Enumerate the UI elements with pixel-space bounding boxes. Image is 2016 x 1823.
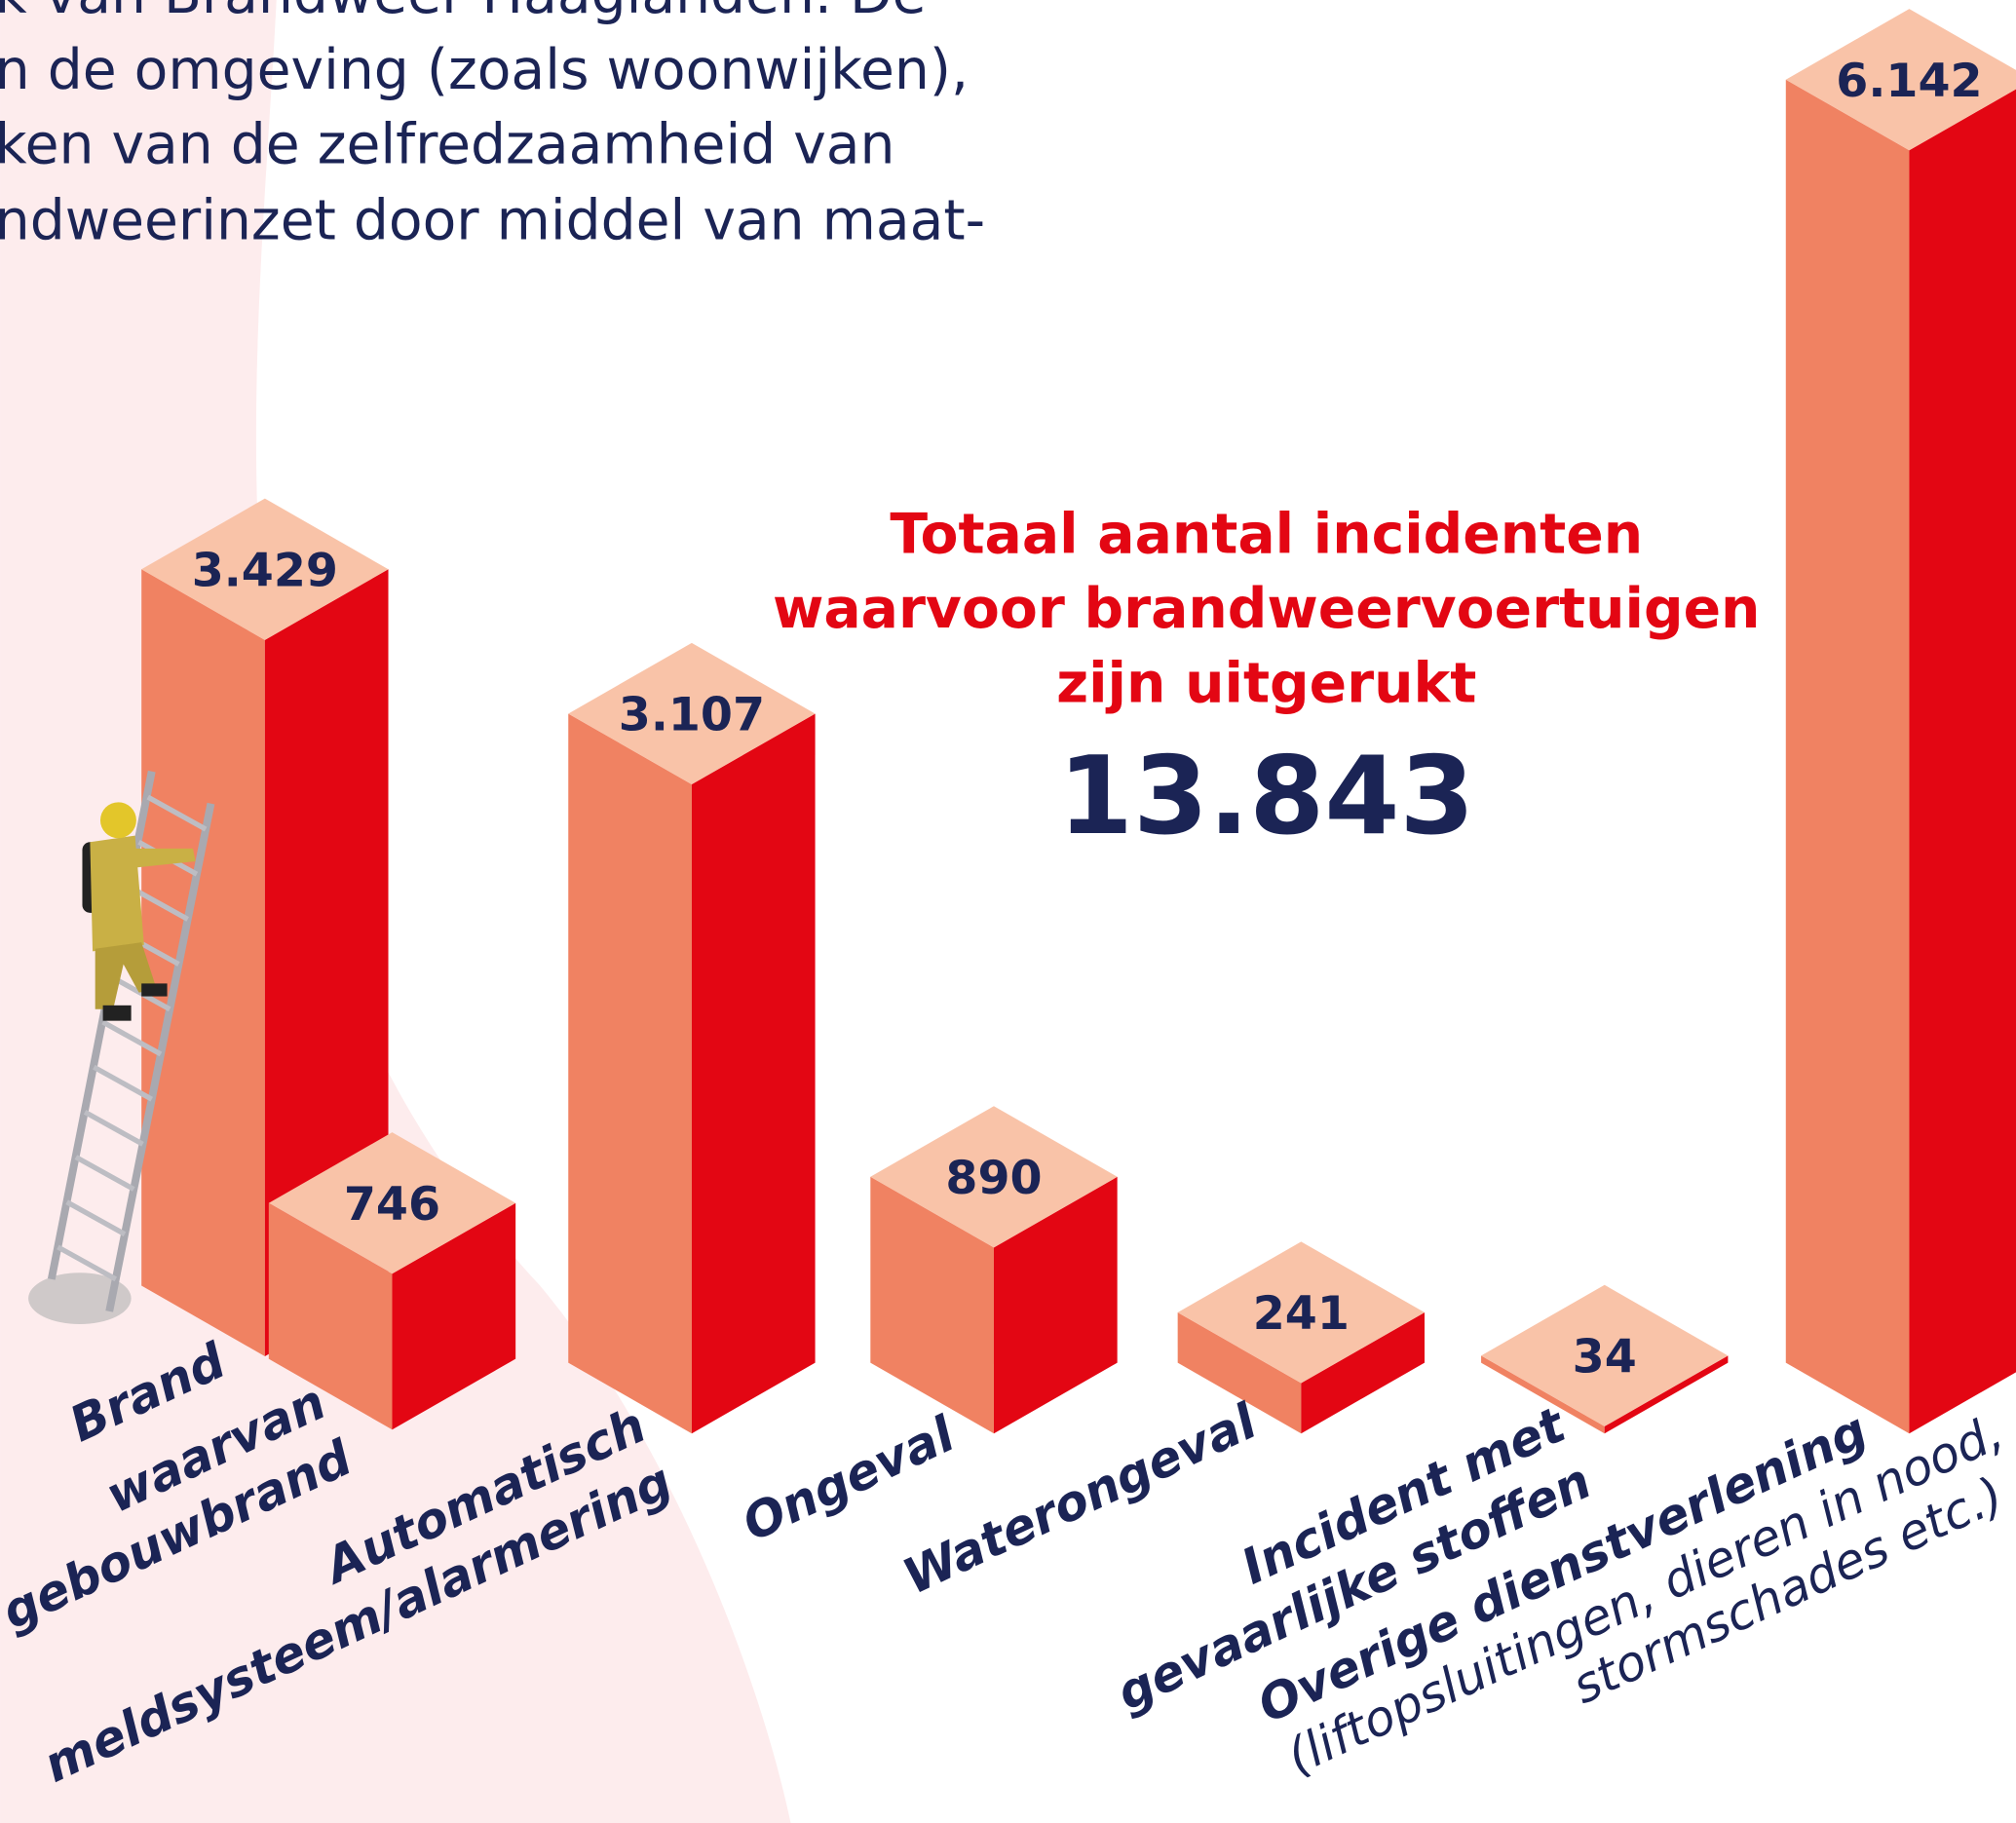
bar-right-face	[692, 713, 816, 1433]
intro-text: k van Brandweer Haaglanden. De n de omge…	[0, 0, 985, 252]
value-label: 6.142	[1836, 55, 1982, 108]
value-label: 3.107	[619, 689, 765, 742]
infographic: k van Brandweer Haaglanden. De n de omge…	[0, 0, 2016, 1823]
bar: 6.142	[1786, 9, 2016, 1433]
total: 13.843	[1058, 734, 1475, 859]
title-line: waarvoor brandweervoertuigen	[773, 577, 1760, 641]
category-label: Waterongeval	[894, 1391, 1266, 1606]
intro-line: ken van de zelfredzaamheid van	[0, 113, 894, 177]
value-label: 3.429	[192, 544, 338, 597]
bar: 890	[870, 1106, 1117, 1433]
category-line: Ongeval	[734, 1404, 964, 1552]
bar-left-face	[568, 713, 692, 1433]
bar-right-face	[1909, 80, 2016, 1433]
title-line: zijn uitgerukt	[1056, 651, 1476, 715]
category-line: Waterongeval	[894, 1391, 1266, 1606]
category-text: Ongeval	[734, 1404, 964, 1552]
value-label: 34	[1573, 1330, 1637, 1384]
intro-line: ndweerinzet door middel van maat-	[0, 188, 985, 252]
boot	[103, 1006, 132, 1021]
category-note: (liftopsluitingen, dieren in nood,storms…	[1278, 1403, 2016, 1823]
bar-left-face	[141, 569, 265, 1356]
category-text: Waterongeval	[894, 1391, 1266, 1606]
boot	[141, 983, 167, 996]
value-label: 746	[344, 1178, 440, 1232]
category-label: Ongeval	[734, 1404, 964, 1552]
value-label: 890	[945, 1152, 1042, 1205]
intro-line: k van Brandweer Haaglanden. De	[0, 0, 927, 26]
value-label: 241	[1253, 1287, 1350, 1341]
bar: 3.107	[568, 643, 815, 1433]
bar-left-face	[1786, 80, 1910, 1433]
title-line: Totaal aantal incidenten	[890, 502, 1643, 566]
helmet	[100, 802, 136, 838]
intro-line: n de omgeving (zoals woonwijken),	[0, 38, 969, 102]
